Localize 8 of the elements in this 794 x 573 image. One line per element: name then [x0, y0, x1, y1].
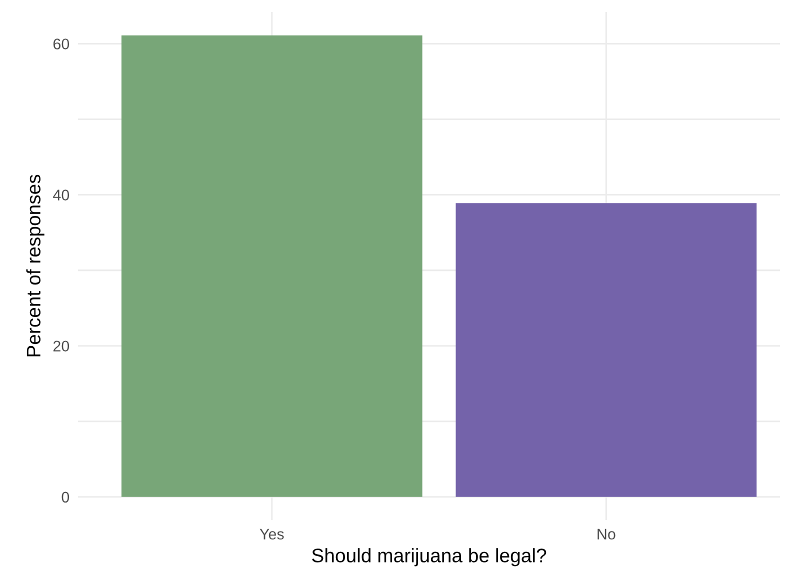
y-tick-label: 20: [53, 340, 70, 352]
y-tick-label: 0: [62, 492, 70, 503]
y-tick-label: 60: [53, 38, 70, 50]
x-tick-label: Yes: [260, 528, 284, 540]
x-axis-title: Should marijuana be legal?: [312, 548, 546, 566]
x-tick-label: No: [598, 528, 616, 540]
y-axis-title: Percent of responses: [26, 174, 44, 356]
y-tick-label: 40: [53, 190, 70, 200]
